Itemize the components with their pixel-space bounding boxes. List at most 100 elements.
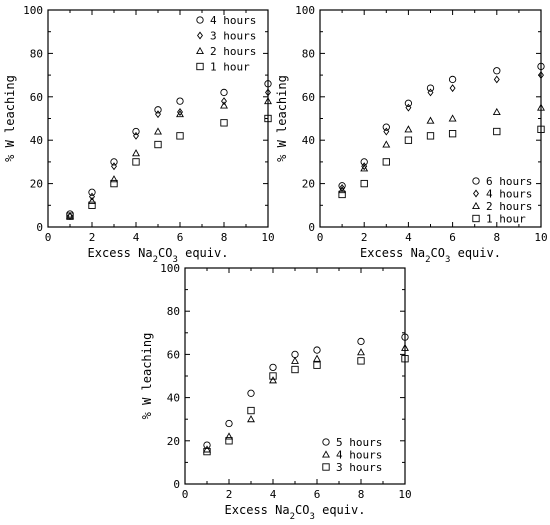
data-point [269,363,277,372]
y-tick-label: 100 [295,4,315,17]
x-tick-label: 6 [449,231,456,244]
y-tick-label: 0 [36,221,43,234]
series-2 [67,88,271,221]
data-point [537,103,545,111]
y-axis-label: % W leaching [275,75,289,162]
data-point [404,125,413,133]
legend-label: 3 hours [336,461,382,474]
data-point [220,119,228,127]
data-point [360,164,369,172]
legend-label: 2 hours [486,200,532,213]
data-point [382,123,390,131]
data-point [88,201,96,209]
x-tick-label: 8 [493,231,500,244]
y-tick-label: 60 [30,91,43,104]
data-point [264,114,272,123]
data-point [357,348,365,356]
data-point [132,158,140,166]
data-point [269,376,277,384]
x-tick-label: 8 [221,231,228,244]
legend-marker [322,438,330,446]
data-point [382,140,391,148]
x-tick-label: 0 [45,231,52,244]
data-point [360,158,368,166]
y-tick-label: 40 [302,134,315,147]
data-point [426,132,435,140]
legend-marker [196,62,204,71]
legend-marker [473,189,479,198]
data-point [360,179,368,188]
data-point [383,127,390,136]
y-tick-label: 20 [30,178,43,191]
legend-marker [322,450,330,458]
data-point [247,415,255,423]
data-point [401,343,409,351]
data-point [88,196,96,204]
y-tick-label: 60 [302,91,315,104]
legend-label: 4 hours [210,14,256,27]
y-tick-label: 80 [167,305,180,318]
data-point [203,445,211,453]
data-point [291,365,299,374]
data-point [225,419,233,428]
data-point [176,132,184,140]
legend-marker [472,201,480,210]
x-tick-label: 10 [534,231,547,244]
data-point [89,192,95,201]
x-tick-label: 2 [226,488,233,501]
data-point [338,182,346,190]
data-point [492,107,501,116]
series-2 [203,343,409,453]
data-point [313,346,321,354]
y-tick-label: 80 [30,47,43,60]
data-point [382,158,390,166]
data-point [110,179,118,188]
legend-marker [196,16,204,24]
x-tick-label: 6 [177,231,184,244]
data-point [401,333,409,341]
x-tick-label: 6 [314,488,321,501]
x-tick-label: 8 [358,488,365,501]
data-point [537,62,545,71]
data-point [448,130,457,138]
data-point [88,188,96,196]
data-point [338,190,346,199]
legend-marker [196,46,204,55]
data-point [111,162,117,171]
data-point [357,337,365,346]
data-point [154,127,162,135]
data-point [448,75,457,84]
x-tick-label: 10 [261,231,274,244]
data-point [132,149,140,157]
data-point [154,140,162,149]
y-tick-label: 0 [308,221,315,234]
legend-marker [472,177,480,185]
data-point [426,116,435,124]
legend-marker [472,214,480,223]
data-point [291,356,299,364]
y-tick-label: 40 [30,134,43,147]
data-point [264,80,272,88]
data-point [404,99,413,107]
data-point [537,125,545,134]
data-point [133,131,139,140]
series-3 [338,103,545,194]
data-point [538,71,544,80]
legend-marker [322,463,330,471]
series-1 [203,333,409,449]
data-point [313,361,321,369]
data-point [220,101,228,109]
x-tick-label: 2 [89,231,96,244]
data-point [401,355,409,363]
legend-label: 2 hours [210,45,256,58]
data-point [225,432,233,440]
data-point [426,84,435,92]
y-tick-label: 0 [173,478,180,491]
data-point [269,372,277,380]
data-point [449,84,456,93]
data-point [221,97,227,106]
